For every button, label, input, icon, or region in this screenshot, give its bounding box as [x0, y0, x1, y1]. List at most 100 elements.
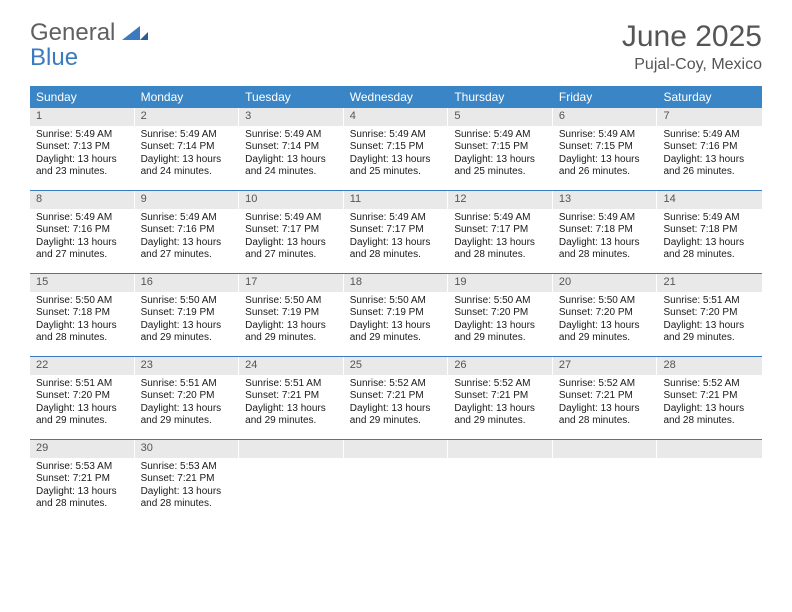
sunset-line: Sunset: 7:15 PM: [350, 141, 443, 154]
day-cell: 25Sunrise: 5:52 AMSunset: 7:21 PMDayligh…: [344, 357, 449, 439]
day-details: Sunrise: 5:51 AMSunset: 7:20 PMDaylight:…: [135, 375, 240, 434]
calendar-row: 1 Sunrise: 5:49 AM Sunset: 7:13 PM Daylight…: [30, 108, 762, 190]
day-number: 1: [30, 108, 135, 126]
sunset-line: Sunset: 7:19 PM: [350, 307, 443, 320]
weekday-header-row: SundayMondayTuesdayWednesdayThursdayFrid…: [30, 86, 762, 108]
day-cell: 15Sunrise: 5:50 AMSunset: 7:18 PMDayligh…: [30, 274, 135, 356]
daylight-line: Daylight: 13 hours and 28 minutes.: [454, 237, 547, 262]
sunset-line: Sunset: 7:21 PM: [141, 473, 234, 486]
calendar-row: 15Sunrise: 5:50 AMSunset: 7:18 PMDayligh…: [30, 273, 762, 356]
day-cell: 12Sunrise: 5:49 AMSunset: 7:17 PMDayligh…: [448, 191, 553, 273]
day-cell: 23Sunrise: 5:51 AMSunset: 7:20 PMDayligh…: [135, 357, 240, 439]
day-number: 21: [657, 274, 762, 292]
sunrise-line: Sunrise: 5:52 AM: [454, 378, 547, 391]
sunset-line: Sunset: 7:20 PM: [141, 390, 234, 403]
day-details: Sunrise: 5:52 AMSunset: 7:21 PMDaylight:…: [657, 375, 762, 434]
day-cell: 17Sunrise: 5:50 AMSunset: 7:19 PMDayligh…: [239, 274, 344, 356]
empty-cell: [239, 440, 344, 522]
day-number: [344, 440, 449, 458]
daylight-line: Daylight: 13 hours and 28 minutes.: [36, 486, 129, 511]
day-number: 10: [239, 191, 344, 209]
sunset-line: Sunset: 7:17 PM: [245, 224, 338, 237]
day-number: 3: [239, 108, 344, 126]
day-number: 15: [30, 274, 135, 292]
day-cell: 8Sunrise: 5:49 AMSunset: 7:16 PMDaylight…: [30, 191, 135, 273]
weekday-header: Thursday: [448, 86, 553, 108]
day-number: 28: [657, 357, 762, 375]
daylight-line: Daylight: 13 hours and 29 minutes.: [454, 403, 547, 428]
daylight-line: Daylight: 13 hours and 29 minutes.: [36, 403, 129, 428]
daylight-line: Daylight: 13 hours and 29 minutes.: [663, 320, 756, 345]
day-details: Sunrise: 5:49 AMSunset: 7:17 PMDaylight:…: [239, 209, 344, 268]
daylight-line: Daylight: 13 hours and 29 minutes.: [245, 403, 338, 428]
page-title: June 2025: [622, 20, 762, 54]
empty-cell: [553, 440, 658, 522]
daylight-line: Daylight: 13 hours and 25 minutes.: [454, 154, 547, 179]
day-cell: 30Sunrise: 5:53 AMSunset: 7:21 PMDayligh…: [135, 440, 240, 522]
sunset-line: Sunset: 7:16 PM: [141, 224, 234, 237]
day-details: Sunrise: 5:49 AMSunset: 7:15 PMDaylight:…: [553, 126, 658, 185]
calendar-row: 8Sunrise: 5:49 AMSunset: 7:16 PMDaylight…: [30, 190, 762, 273]
sunset-line: Sunset: 7:17 PM: [350, 224, 443, 237]
day-number: 7: [657, 108, 762, 126]
day-cell: 5Sunrise: 5:49 AMSunset: 7:15 PMDaylight…: [448, 108, 553, 190]
sunset-line: Sunset: 7:16 PM: [663, 141, 756, 154]
sunrise-line: Sunrise: 5:50 AM: [36, 295, 129, 308]
daylight-line: Daylight: 13 hours and 26 minutes.: [559, 154, 652, 179]
sunrise-line: Sunrise: 5:53 AM: [36, 461, 129, 474]
calendar-body: 1 Sunrise: 5:49 AM Sunset: 7:13 PM Daylight…: [30, 108, 762, 522]
day-details: Sunrise: 5:50 AMSunset: 7:18 PMDaylight:…: [30, 292, 135, 351]
day-number: 6: [553, 108, 658, 126]
logo-triangle-icon: [122, 24, 148, 40]
empty-cell: [344, 440, 449, 522]
sunrise-line: Sunrise: 5:49 AM: [454, 129, 547, 142]
day-details: Sunrise: 5:49 AMSunset: 7:14 PMDaylight:…: [135, 126, 240, 185]
sunrise-line: Sunrise: 5:49 AM: [350, 212, 443, 225]
day-details: [657, 458, 762, 518]
daylight-line: Daylight: 13 hours and 25 minutes.: [350, 154, 443, 179]
weekday-header: Tuesday: [239, 86, 344, 108]
day-details: [239, 458, 344, 518]
sunrise-line: Sunrise: 5:50 AM: [559, 295, 652, 308]
daylight-line: Daylight: 13 hours and 29 minutes.: [350, 320, 443, 345]
daylight-line: Daylight: 13 hours and 28 minutes.: [141, 486, 234, 511]
day-details: Sunrise: 5:52 AMSunset: 7:21 PMDaylight:…: [344, 375, 449, 434]
day-number: [239, 440, 344, 458]
day-cell: 27Sunrise: 5:52 AMSunset: 7:21 PMDayligh…: [553, 357, 658, 439]
sunrise-line: Sunrise: 5:49 AM: [663, 212, 756, 225]
day-cell: 9Sunrise: 5:49 AMSunset: 7:16 PMDaylight…: [135, 191, 240, 273]
sunrise-line: Sunrise: 5:50 AM: [350, 295, 443, 308]
day-details: Sunrise: 5:50 AMSunset: 7:19 PMDaylight:…: [135, 292, 240, 351]
daylight-line: Daylight: 13 hours and 29 minutes.: [141, 320, 234, 345]
title-block: June 2025 Pujal-Coy, Mexico: [622, 20, 762, 74]
day-number: 16: [135, 274, 240, 292]
day-number: 24: [239, 357, 344, 375]
day-number: 11: [344, 191, 449, 209]
sunset-line: Sunset: 7:20 PM: [663, 307, 756, 320]
day-details: Sunrise: 5:49 AMSunset: 7:16 PMDaylight:…: [30, 209, 135, 268]
daylight-line: Daylight: 13 hours and 29 minutes.: [141, 403, 234, 428]
day-number: 12: [448, 191, 553, 209]
day-number: 18: [344, 274, 449, 292]
brand-text: General Blue: [30, 20, 148, 70]
day-cell: 2Sunrise: 5:49 AMSunset: 7:14 PMDaylight…: [135, 108, 240, 190]
daylight-line: Daylight: 13 hours and 27 minutes.: [141, 237, 234, 262]
sunset-line: Sunset: 7:15 PM: [454, 141, 547, 154]
daylight-line: Daylight: 13 hours and 27 minutes.: [245, 237, 338, 262]
calendar-page: General Blue June 2025 Pujal-Coy, Mexico…: [0, 0, 792, 542]
header: General Blue June 2025 Pujal-Coy, Mexico: [30, 20, 762, 74]
brand-line1: General: [30, 19, 115, 46]
day-cell: 7Sunrise: 5:49 AMSunset: 7:16 PMDaylight…: [657, 108, 762, 190]
sunrise-line: Sunrise: 5:50 AM: [245, 295, 338, 308]
day-cell: 4Sunrise: 5:49 AMSunset: 7:15 PMDaylight…: [344, 108, 449, 190]
sunrise-line: Sunrise: 5:51 AM: [663, 295, 756, 308]
sunset-line: Sunset: 7:14 PM: [141, 141, 234, 154]
location-label: Pujal-Coy, Mexico: [622, 56, 762, 74]
day-number: 26: [448, 357, 553, 375]
day-details: Sunrise: 5:49 AMSunset: 7:18 PMDaylight:…: [657, 209, 762, 268]
weekday-header: Sunday: [30, 86, 135, 108]
day-details: Sunrise: 5:52 AMSunset: 7:21 PMDaylight:…: [553, 375, 658, 434]
day-cell: 26Sunrise: 5:52 AMSunset: 7:21 PMDayligh…: [448, 357, 553, 439]
day-details: Sunrise: 5:49 AMSunset: 7:14 PMDaylight:…: [239, 126, 344, 185]
sunset-line: Sunset: 7:13 PM: [36, 141, 129, 154]
